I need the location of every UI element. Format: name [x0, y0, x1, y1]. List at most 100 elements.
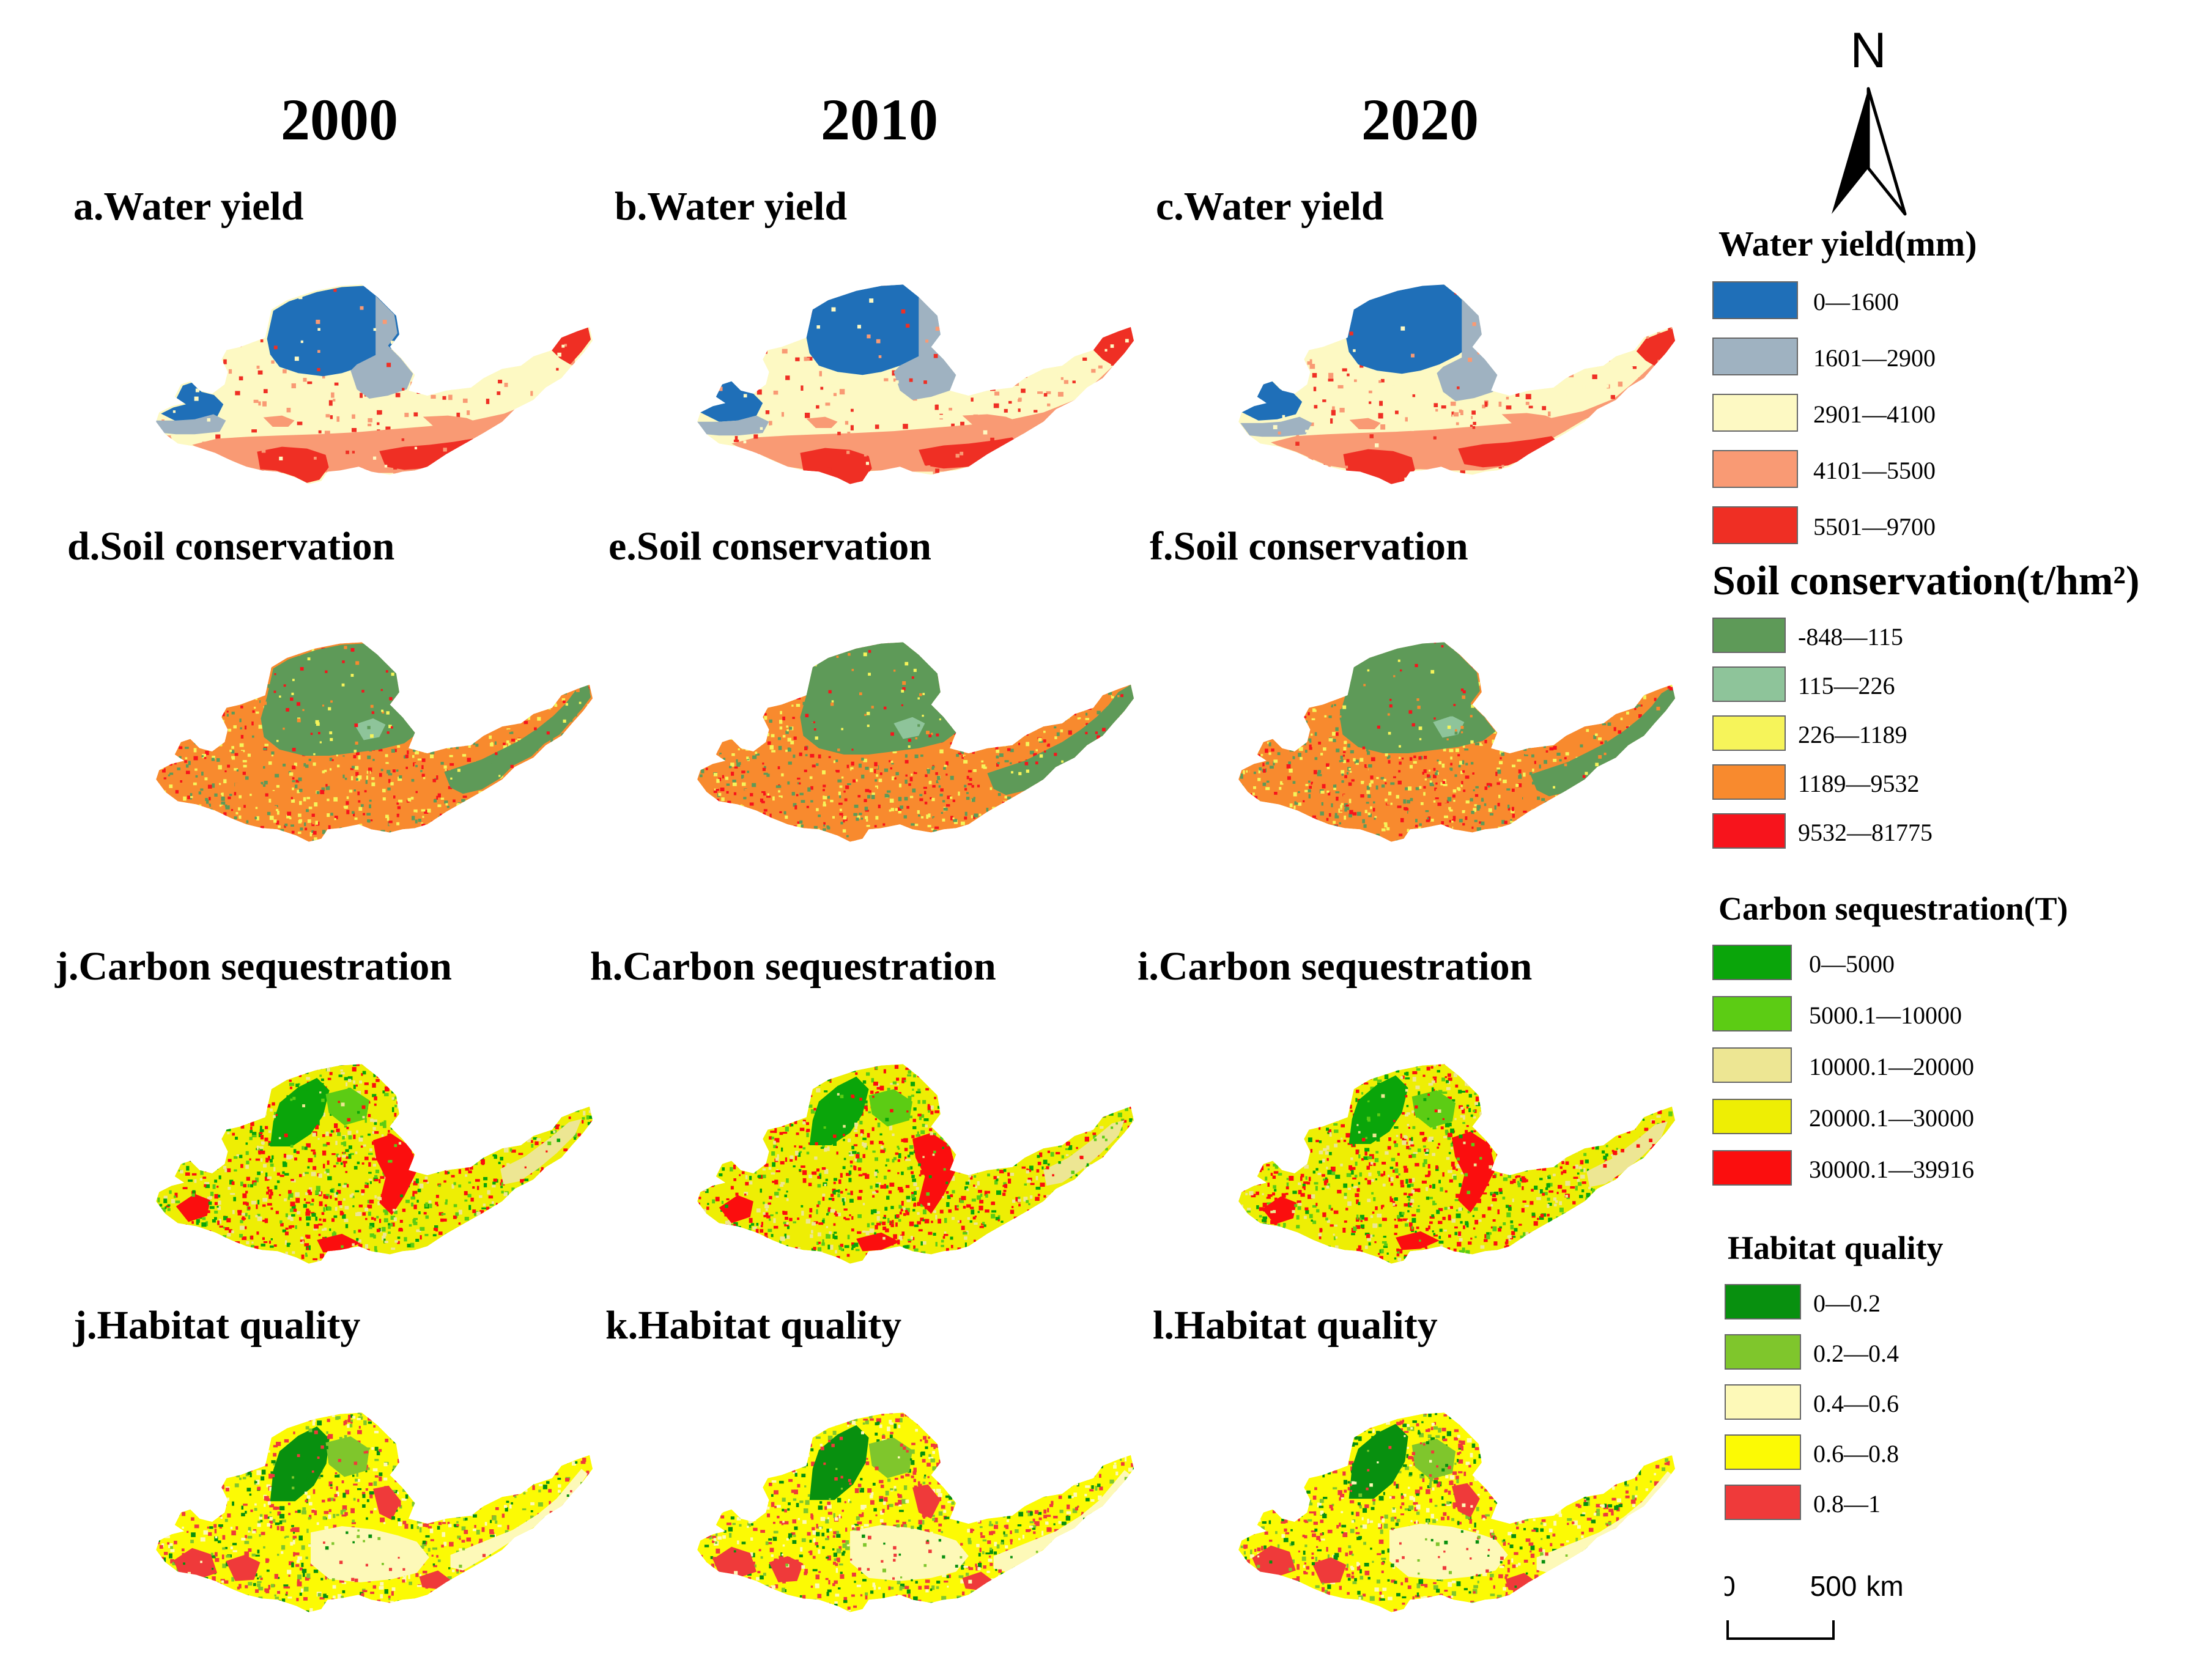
raster-cell: [170, 327, 176, 332]
raster-cell: [459, 328, 463, 331]
raster-cell: [244, 725, 247, 729]
raster-cell: [830, 384, 835, 388]
raster-cell: [952, 799, 955, 802]
raster-cell: [974, 718, 978, 723]
raster-cell: [539, 808, 542, 811]
raster-cell: [582, 287, 586, 293]
raster-cell: [869, 298, 874, 303]
raster-cell: [812, 806, 814, 809]
raster-cell: [264, 696, 267, 698]
raster-cell: [1054, 784, 1057, 787]
raster-cell: [451, 836, 454, 840]
raster-cell: [818, 814, 821, 817]
raster-cell: [1577, 293, 1582, 298]
raster-cell: [982, 670, 984, 673]
raster-cell: [565, 659, 568, 662]
raster-cell: [1047, 284, 1052, 288]
raster-cell: [909, 777, 913, 781]
raster-cell: [556, 742, 559, 745]
raster-cell: [427, 808, 431, 813]
raster-cell: [950, 775, 954, 780]
raster-cell: [1611, 275, 1616, 278]
raster-cell: [717, 837, 721, 842]
raster-cell: [865, 642, 870, 646]
raster-cell: [718, 640, 720, 642]
raster-cell: [188, 761, 191, 766]
raster-cell: [1023, 714, 1027, 718]
raster-cell: [197, 279, 201, 282]
raster-cell: [357, 427, 361, 432]
raster-cell: [264, 681, 268, 684]
raster-cell: [969, 662, 972, 665]
raster-cell: [248, 840, 252, 842]
raster-cell: [283, 763, 286, 767]
raster-cell: [940, 788, 944, 792]
raster-cell: [1043, 802, 1047, 806]
raster-cell: [448, 844, 451, 848]
raster-cell: [475, 744, 479, 747]
raster-cell: [838, 791, 842, 795]
raster-cell: [439, 366, 443, 372]
raster-cell: [207, 418, 211, 422]
raster-cell: [558, 788, 563, 792]
raster-cell: [1472, 426, 1476, 429]
raster-cell: [1095, 663, 1100, 667]
raster-cell: [871, 636, 875, 639]
raster-cell: [254, 643, 257, 647]
raster-cell: [800, 824, 804, 828]
raster-cell: [1475, 284, 1479, 288]
raster-cell: [253, 666, 256, 670]
raster-cell: [423, 746, 427, 750]
raster-cell: [360, 393, 363, 398]
raster-cell: [1452, 414, 1458, 420]
raster-cell: [360, 633, 364, 637]
raster-cell: [1002, 698, 1006, 701]
raster-cell: [401, 748, 405, 753]
raster-cell: [1615, 299, 1619, 304]
raster-cell: [1594, 315, 1599, 320]
raster-cell: [713, 688, 717, 691]
raster-cell: [210, 673, 213, 676]
raster-cell: [186, 843, 188, 845]
raster-cell: [1369, 401, 1372, 404]
raster-cell: [561, 698, 566, 701]
raster-cell: [489, 319, 494, 324]
raster-cell: [733, 792, 737, 795]
raster-cell: [1142, 654, 1146, 658]
raster-cell: [874, 787, 877, 790]
raster-cell: [544, 660, 549, 663]
raster-cell: [1026, 742, 1030, 747]
raster-cell: [574, 813, 577, 817]
raster-cell: [756, 306, 761, 311]
raster-cell: [407, 632, 410, 635]
raster-cell: [698, 317, 705, 323]
raster-cell: [423, 777, 426, 780]
raster-cell: [964, 811, 967, 816]
raster-cell: [453, 480, 457, 484]
raster-cell: [958, 358, 963, 361]
raster-cell: [158, 652, 163, 657]
raster-cell: [781, 805, 784, 807]
raster-cell: [705, 471, 711, 476]
raster-cell: [440, 846, 444, 847]
raster-cell: [452, 826, 455, 830]
raster-cell: [221, 712, 225, 717]
raster-cell: [506, 652, 509, 655]
raster-cell: [599, 805, 602, 808]
raster-cell: [443, 728, 448, 732]
raster-cell: [546, 784, 549, 787]
raster-cell: [552, 668, 557, 672]
raster-cell: [494, 800, 497, 804]
raster-cell: [1268, 364, 1271, 370]
raster-cell: [980, 670, 983, 674]
raster-cell: [1323, 284, 1328, 287]
raster-cell: [856, 797, 859, 800]
raster-cell: [446, 763, 449, 767]
raster-cell: [835, 633, 837, 636]
raster-cell: [1048, 699, 1052, 704]
raster-cell: [1397, 489, 1402, 492]
raster-cell: [204, 384, 210, 388]
raster-cell: [543, 831, 547, 835]
raster-cell: [765, 656, 770, 660]
raster-cell: [1405, 417, 1408, 422]
